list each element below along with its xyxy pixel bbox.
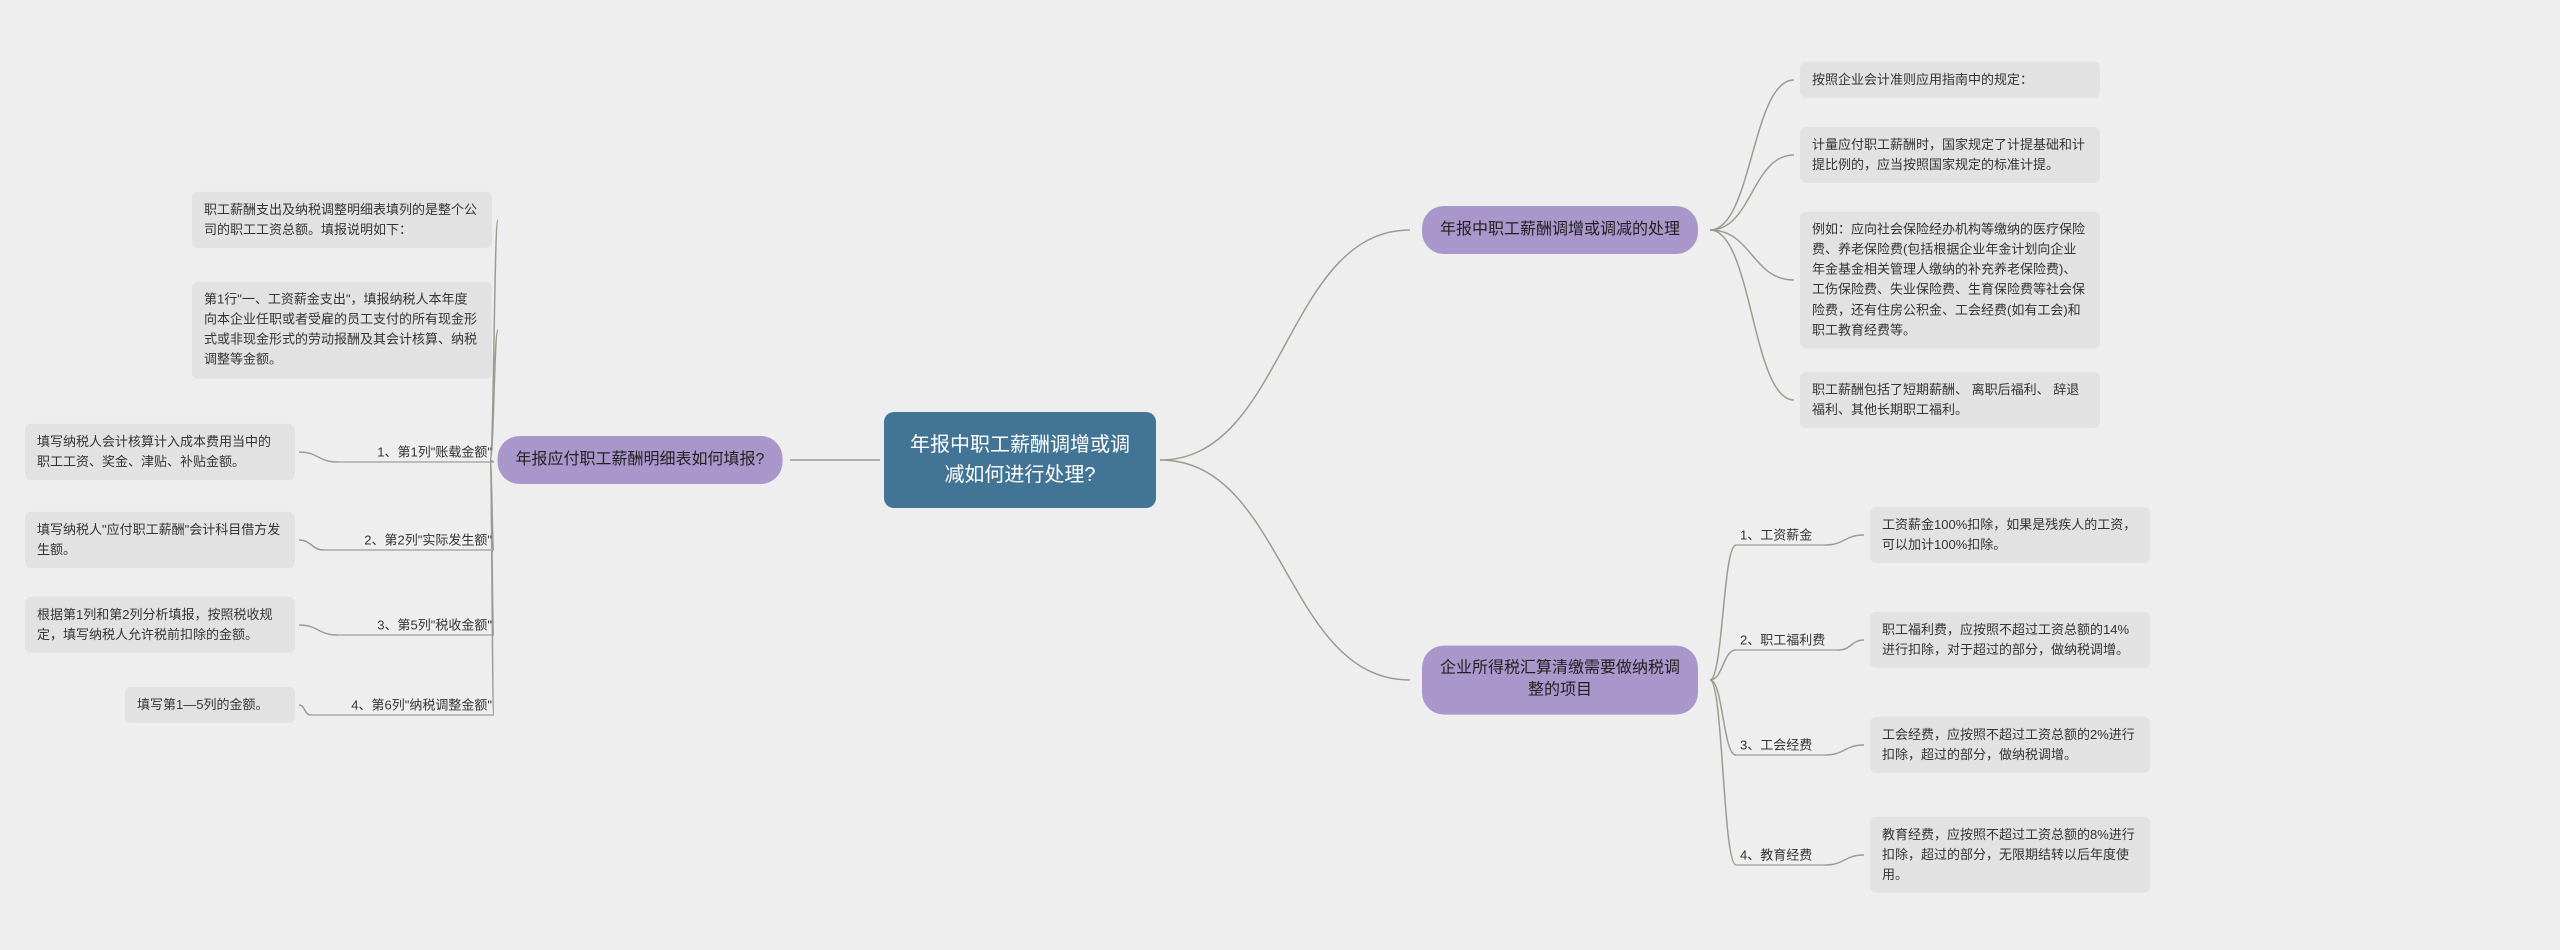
- left-intro-1: 第1行"一、工资薪金支出"，填报纳税人本年度向本企业任职或者受雇的员工支付的所有…: [192, 282, 492, 379]
- right-b-label-1: 2、职工福利费: [1740, 630, 1825, 650]
- right-a-leaf-2: 例如：应向社会保险经办机构等缴纳的医疗保险费、养老保险费(包括根据企业年金计划向…: [1800, 212, 2100, 349]
- left-item-label-3: 4、第6列"纳税调整金额": [351, 695, 492, 715]
- right-b-desc-0: 工资薪金100%扣除，如果是残疾人的工资，可以加计100%扣除。: [1870, 507, 2150, 563]
- left-item-label-1: 2、第2列"实际发生额": [364, 530, 492, 550]
- left-item-desc-1: 填写纳税人"应付职工薪酬"会计科目借方发生额。: [25, 512, 295, 568]
- root-node: 年报中职工薪酬调增或调 减如何进行处理?: [884, 412, 1156, 508]
- right-b-desc-1: 职工福利费，应按照不超过工资总额的14%进行扣除，对于超过的部分，做纳税调增。: [1870, 612, 2150, 668]
- right-b-label-0: 1、工资薪金: [1740, 525, 1812, 545]
- right-a-subtopic: 年报中职工薪酬调增或调减的处理: [1422, 206, 1698, 254]
- left-item-label-0: 1、第1列"账载金额": [377, 442, 492, 462]
- right-b-label-3: 4、教育经费: [1740, 845, 1812, 865]
- right-a-leaf-1: 计量应付职工薪酬时，国家规定了计提基础和计提比例的，应当按照国家规定的标准计提。: [1800, 127, 2100, 183]
- left-item-desc-2: 根据第1列和第2列分析填报，按照税收规定，填写纳税人允许税前扣除的金额。: [25, 597, 295, 653]
- left-item-desc-0: 填写纳税人会计核算计入成本费用当中的职工工资、奖金、津贴、补贴金额。: [25, 424, 295, 480]
- left-item-desc-3: 填写第1—5列的金额。: [125, 687, 295, 723]
- left-subtopic: 年报应付职工薪酬明细表如何填报?: [498, 436, 783, 484]
- right-a-leaf-0: 按照企业会计准则应用指南中的规定：: [1800, 62, 2100, 98]
- left-item-label-2: 3、第5列"税收金额": [377, 615, 492, 635]
- right-b-desc-3: 教育经费，应按照不超过工资总额的8%进行扣除，超过的部分，无限期结转以后年度使用…: [1870, 817, 2150, 893]
- right-a-leaf-3: 职工薪酬包括了短期薪酬、 离职后福利、 辞退福利、其他长期职工福利。: [1800, 372, 2100, 428]
- connector-layer: [0, 0, 2560, 950]
- right-b-desc-2: 工会经费，应按照不超过工资总额的2%进行扣除，超过的部分，做纳税调增。: [1870, 717, 2150, 773]
- right-b-label-2: 3、工会经费: [1740, 735, 1812, 755]
- right-b-subtopic: 企业所得税汇算清缴需要做纳税调 整的项目: [1422, 646, 1698, 715]
- left-intro-0: 职工薪酬支出及纳税调整明细表填列的是整个公司的职工工资总额。填报说明如下：: [192, 192, 492, 248]
